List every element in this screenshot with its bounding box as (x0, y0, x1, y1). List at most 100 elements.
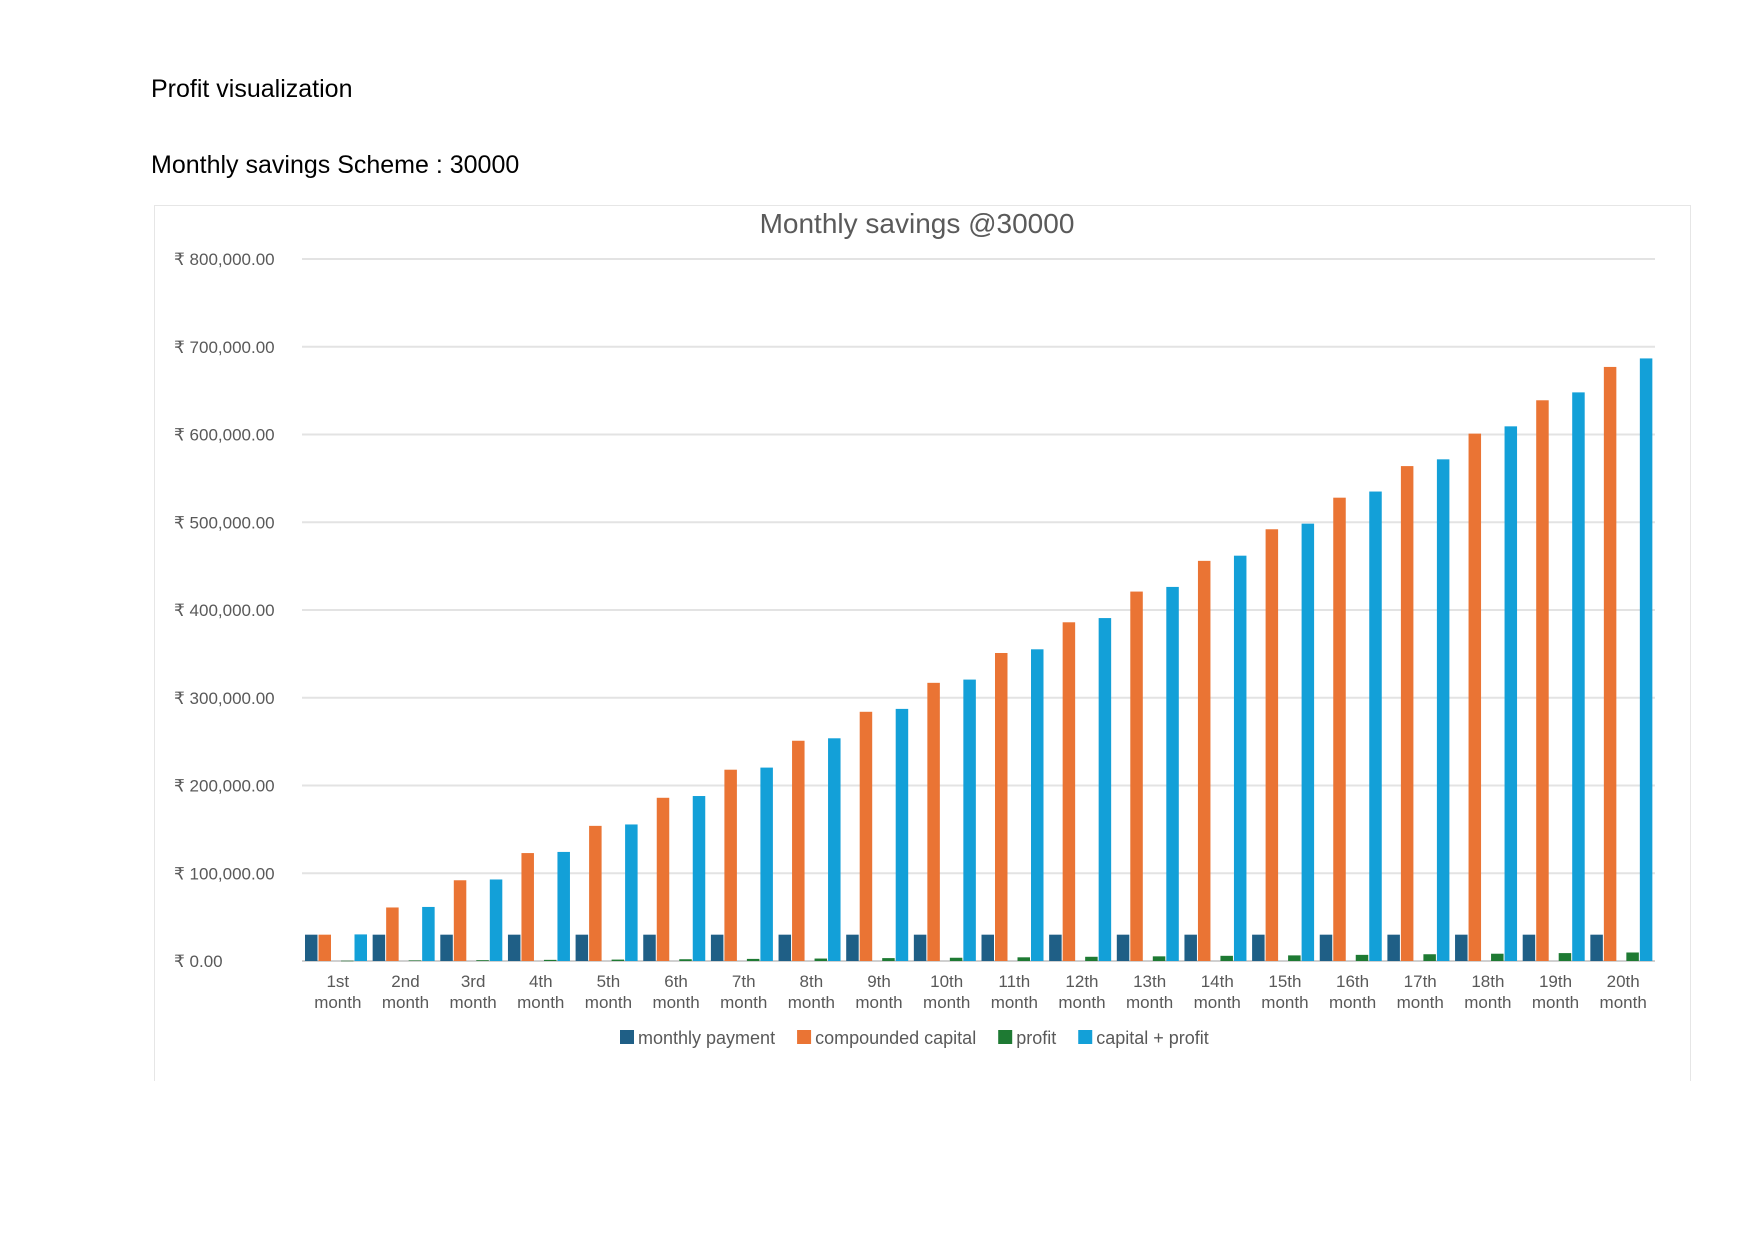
legend-label: monthly payment (638, 1028, 775, 1048)
bar-capital-profit (1098, 618, 1112, 961)
bar-profit (679, 959, 692, 961)
bar-capital-profit (1233, 555, 1247, 961)
bar-monthly-payment (372, 934, 386, 961)
legend-label: compounded capital (815, 1028, 976, 1048)
bar-compounded-capital (792, 740, 805, 961)
x-tick-label: 7th month (720, 972, 767, 1012)
bar-capital-profit (557, 851, 570, 961)
bar-compounded-capital (521, 853, 534, 961)
x-tick-label: 12th month (1058, 972, 1105, 1012)
y-tick-label: ₹ 0.00 (174, 952, 223, 971)
bar-profit (543, 959, 557, 961)
bar-capital-profit (1639, 358, 1653, 961)
legend-swatch (620, 1030, 634, 1044)
bar-profit (1355, 954, 1369, 961)
bar-compounded-capital (1130, 591, 1143, 961)
bar-monthly-payment (305, 934, 318, 961)
x-tick-label: 3rd month (450, 972, 497, 1012)
x-tick-label: 17th month (1397, 972, 1444, 1012)
bar-capital-profit (692, 796, 706, 961)
x-tick-label: 6th month (652, 972, 699, 1012)
bar-profit (746, 958, 760, 961)
bar-monthly-payment (1522, 934, 1536, 961)
bar-monthly-payment (575, 934, 589, 961)
x-tick-label: 15th month (1261, 972, 1308, 1012)
bars (305, 358, 1653, 962)
x-tick-label: 11th month (991, 972, 1038, 1012)
bar-profit (1626, 952, 1639, 961)
legend-label: capital + profit (1096, 1028, 1209, 1048)
bar-compounded-capital (318, 934, 331, 961)
bar-monthly-payment (1455, 934, 1468, 961)
bar-compounded-capital (1536, 400, 1549, 962)
bar-capital-profit (1031, 649, 1044, 961)
chart-frame: Monthly savings @30000 ₹ 0.00 ₹ 100,000.0… (154, 205, 1691, 1081)
bar-monthly-payment (507, 934, 521, 961)
bar-compounded-capital (1333, 497, 1346, 961)
bar-monthly-payment (1319, 934, 1333, 961)
bar-capital-profit (760, 767, 773, 961)
bar-monthly-payment (1387, 934, 1400, 961)
bar-profit (1558, 953, 1572, 961)
legend-item: monthly payment (620, 1028, 775, 1048)
bar-profit (341, 960, 354, 962)
bar-monthly-payment (1184, 934, 1197, 961)
bar-monthly-payment (1252, 934, 1265, 961)
x-axis-ticks: 1st month 2nd month 3rd month 4th month 5th month… (314, 972, 1647, 1012)
bar-capital-profit (625, 824, 638, 961)
bar-profit (1491, 953, 1504, 961)
x-tick-label: 14th month (1194, 972, 1241, 1012)
legend-item: capital + profit (1078, 1028, 1209, 1048)
x-tick-label: 5th month (585, 972, 632, 1012)
bar-capital-profit (1504, 426, 1518, 961)
x-tick-label: 2nd month (382, 972, 429, 1012)
bar-capital-profit (354, 934, 367, 961)
bar-capital-profit (1436, 459, 1450, 961)
bar-profit (1423, 954, 1436, 961)
bar-compounded-capital (453, 880, 467, 961)
y-tick-label: ₹ 500,000.00 (174, 513, 275, 532)
bar-compounded-capital (1603, 366, 1617, 961)
bar-compounded-capital (859, 711, 873, 961)
y-tick-label: ₹ 200,000.00 (174, 777, 275, 796)
bar-monthly-payment (643, 934, 656, 961)
x-tick-label: 19th month (1532, 972, 1579, 1012)
x-tick-label: 1st month (314, 972, 361, 1012)
legend-item: compounded capital (797, 1028, 976, 1048)
chart-title: Monthly savings @30000 (760, 208, 1075, 239)
bar-capital-profit (489, 879, 503, 961)
y-tick-label: ₹ 300,000.00 (174, 689, 275, 708)
bar-monthly-payment (913, 934, 927, 961)
bar-capital-profit (1301, 523, 1315, 961)
bar-capital-profit (828, 738, 841, 961)
bar-compounded-capital (995, 652, 1008, 961)
bar-profit (1085, 956, 1098, 961)
bar-compounded-capital (1468, 433, 1482, 961)
gridlines (302, 258, 1655, 962)
bar-profit (611, 959, 625, 961)
document-heading: Profit visualization (151, 75, 353, 103)
legend-swatch (797, 1030, 812, 1044)
y-tick-label: ₹ 400,000.00 (174, 601, 275, 620)
legend-swatch (998, 1030, 1013, 1044)
y-tick-label: ₹ 800,000.00 (174, 250, 275, 269)
bar-monthly-payment (440, 934, 453, 961)
legend: monthly payment compounded capital profit c… (620, 1028, 1209, 1048)
bar-chart: Monthly savings @30000 ₹ 0.00 ₹ 100,000.0… (174, 208, 1655, 1048)
x-tick-label: 18th month (1464, 972, 1511, 1012)
x-tick-label: 8th month (788, 972, 835, 1012)
bar-capital-profit (422, 906, 435, 961)
document-subheading: Monthly savings Scheme : 30000 (151, 151, 520, 179)
bar-monthly-payment (778, 934, 792, 961)
x-tick-label: 4th month (517, 972, 564, 1012)
bar-compounded-capital (656, 797, 670, 961)
x-tick-label: 9th month (855, 972, 902, 1012)
bar-monthly-payment (1116, 934, 1130, 961)
bar-monthly-payment (1590, 934, 1603, 961)
bar-profit (949, 957, 963, 961)
x-tick-label: 16th month (1329, 972, 1376, 1012)
bar-monthly-payment (846, 934, 859, 961)
bar-monthly-payment (710, 934, 724, 961)
legend-swatch (1078, 1030, 1093, 1044)
bar-capital-profit (1166, 586, 1179, 961)
